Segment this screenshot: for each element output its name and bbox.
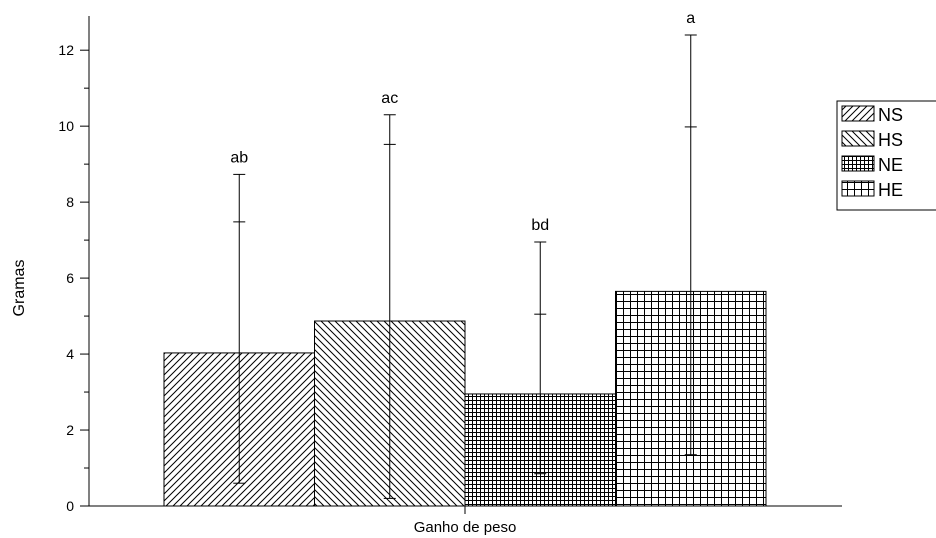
x-axis-label: Ganho de peso [414, 519, 517, 536]
legend-label-ns: NS [878, 105, 903, 125]
y-tick-label: 0 [66, 498, 74, 514]
legend-swatch-ns [841, 105, 875, 122]
significance-letter-hs: ac [381, 90, 398, 107]
significance-letter-ns: ab [230, 149, 248, 166]
y-tick-label: 12 [58, 42, 74, 58]
y-axis-label: Gramas [11, 260, 28, 317]
legend: NS HS NE HE [836, 100, 936, 211]
y-tick-label: 6 [66, 270, 74, 286]
y-tick-label: 4 [66, 346, 74, 362]
legend-swatch-he [841, 180, 875, 197]
legend-swatch-hs [841, 130, 875, 147]
y-tick-label: 10 [58, 118, 74, 134]
legend-label-he: HE [878, 180, 903, 200]
legend-swatch-ne [841, 155, 875, 172]
y-tick-label: 8 [66, 194, 74, 210]
legend-label-hs: HS [878, 130, 903, 150]
y-tick-label: 2 [66, 422, 74, 438]
legend-label-ne: NE [878, 155, 903, 175]
significance-letter-he: a [686, 10, 695, 27]
significance-letter-ne: bd [531, 217, 549, 234]
